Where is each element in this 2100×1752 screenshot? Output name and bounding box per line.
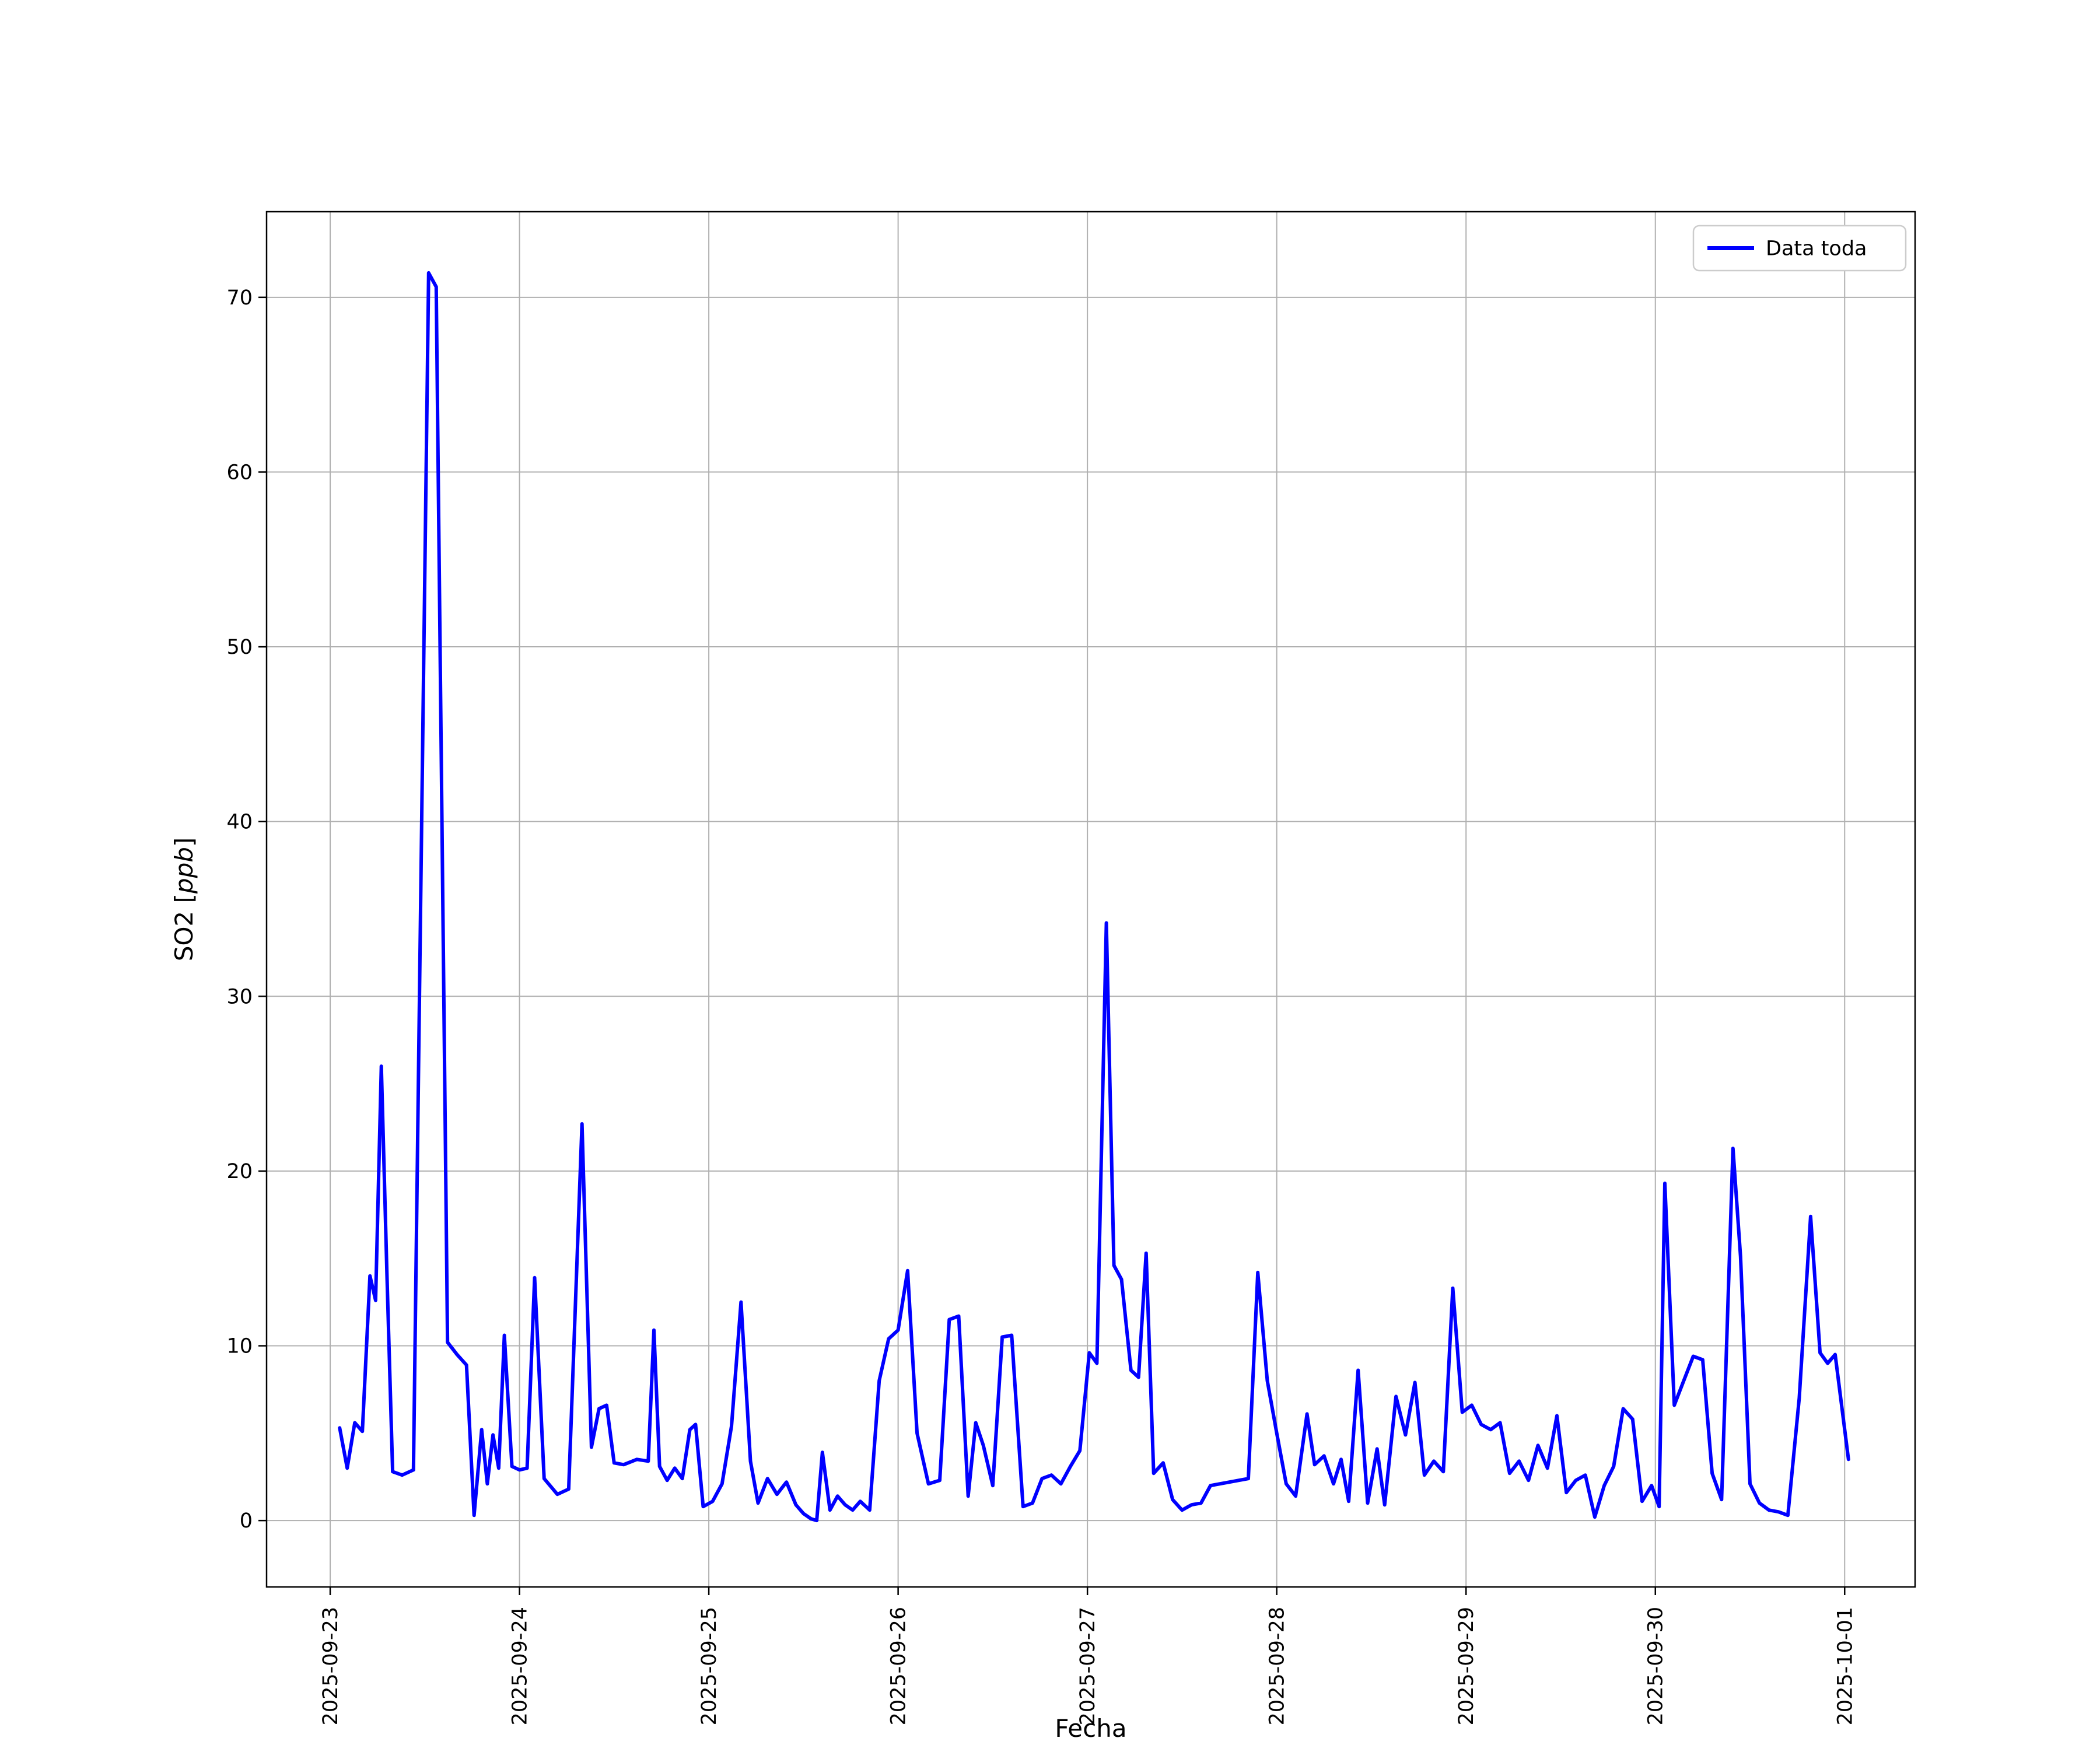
y-tick-label: 0 <box>240 1509 253 1533</box>
x-tick-label: 2025-09-30 <box>1644 1607 1668 1725</box>
x-tick-label: 2025-09-28 <box>1266 1607 1289 1725</box>
y-tick-label: 10 <box>226 1335 253 1358</box>
y-tick-label: 50 <box>226 636 253 659</box>
y-tick-label: 20 <box>226 1160 253 1183</box>
x-tick-label: 2025-09-24 <box>509 1607 532 1725</box>
x-axis-label: Fecha <box>1055 1714 1126 1743</box>
y-tick-label: 60 <box>226 461 253 484</box>
series-line-data-toda <box>338 271 1850 1523</box>
axes-border <box>265 211 1916 1588</box>
x-tick-label: 2025-09-27 <box>1076 1607 1100 1725</box>
y-axis-label: SO2 [ppb] <box>170 838 198 962</box>
x-tick-label: 2025-09-29 <box>1455 1607 1478 1725</box>
x-tick-label: 2025-10-01 <box>1833 1607 1857 1725</box>
x-tick-label: 2025-09-26 <box>887 1607 911 1725</box>
y-tick-label: 70 <box>226 286 253 310</box>
x-tick-label: 2025-09-23 <box>319 1607 342 1725</box>
legend-box <box>1692 225 1907 272</box>
y-tick-label: 40 <box>226 811 253 834</box>
y-tick-label: 30 <box>226 985 253 1008</box>
x-tick-label: 2025-09-25 <box>698 1607 721 1725</box>
legend-label: Data toda <box>1766 237 1867 261</box>
